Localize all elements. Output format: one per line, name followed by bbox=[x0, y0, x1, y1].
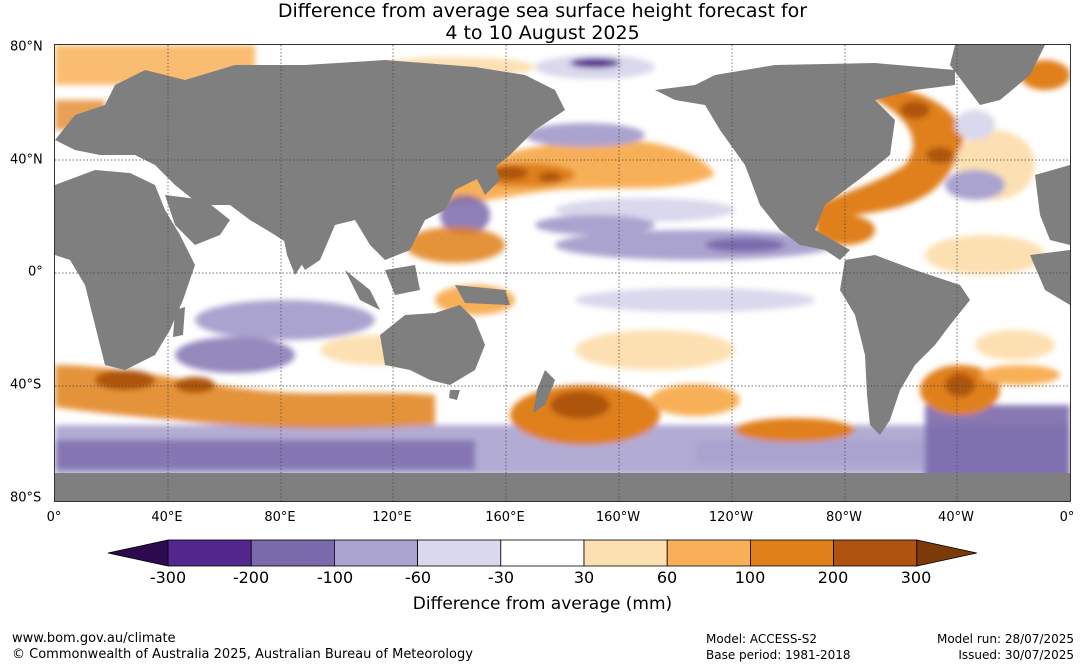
colorbar-segment bbox=[666, 539, 751, 567]
lon-label-160e: 160°E bbox=[485, 510, 525, 525]
colorbar-segment bbox=[167, 539, 252, 567]
colorbar-segment bbox=[500, 539, 585, 567]
colorbar-tick-label: -60 bbox=[404, 568, 432, 587]
eurasia bbox=[55, 60, 565, 270]
colorbar-tick-label: 300 bbox=[900, 568, 932, 587]
antarctica bbox=[55, 473, 1070, 501]
lon-label-40e: 40°E bbox=[151, 510, 183, 525]
lat-label-equator: 0° bbox=[28, 264, 43, 280]
colorbar-title: Difference from average (mm) bbox=[412, 594, 673, 614]
new-guinea bbox=[455, 285, 510, 305]
land-masses bbox=[55, 45, 1070, 501]
lon-label-0: 0° bbox=[46, 510, 62, 525]
model-run-date: Model run: 28/07/2025 bbox=[936, 632, 1074, 646]
africa bbox=[55, 170, 195, 370]
lon-label-40w: 40°W bbox=[938, 510, 974, 525]
website-link[interactable]: www.bom.gov.au/climate bbox=[12, 631, 176, 646]
madagascar bbox=[173, 307, 185, 337]
japan bbox=[475, 163, 500, 195]
lat-label-40s: 40°S bbox=[10, 377, 42, 393]
colorbar-tick-label: 30 bbox=[573, 568, 595, 587]
map-svg bbox=[55, 45, 1070, 501]
borneo bbox=[385, 265, 420, 295]
north-america bbox=[655, 63, 955, 260]
greenland bbox=[950, 45, 1045, 105]
colorbar-arrow-high bbox=[916, 539, 977, 567]
colorbar-tick-label: -100 bbox=[316, 568, 354, 587]
lon-label-80e: 80°E bbox=[264, 510, 296, 525]
lon-label-120w: 120°W bbox=[708, 510, 754, 525]
lon-label-0-right: 0° bbox=[1059, 510, 1075, 525]
new-zealand bbox=[533, 370, 555, 413]
colorbar-segment bbox=[833, 539, 918, 567]
lat-label-80n: 80°N bbox=[10, 39, 43, 55]
lat-label-40n: 40°N bbox=[10, 152, 43, 168]
colorbar-segment bbox=[750, 539, 835, 567]
colorbar-tick-label: 200 bbox=[817, 568, 849, 587]
sea-surface-height-map bbox=[54, 44, 1071, 502]
africa-east bbox=[1030, 250, 1070, 305]
colorbar-tick-label: 100 bbox=[734, 568, 766, 587]
base-period: Base period: 1981-2018 bbox=[706, 648, 851, 662]
map-title-line1: Difference from average sea surface heig… bbox=[277, 0, 808, 22]
lat-label-80s: 80°S bbox=[10, 490, 42, 506]
colorbar-segment bbox=[333, 539, 418, 567]
colorbar-tick-label: -300 bbox=[149, 568, 187, 587]
colorbar-tick-label: -30 bbox=[487, 568, 515, 587]
colorbar-tick-label: 60 bbox=[656, 568, 678, 587]
india bbox=[280, 220, 315, 275]
australia bbox=[380, 305, 485, 385]
lon-label-80w: 80°W bbox=[826, 510, 862, 525]
issued-date: Issued: 30/07/2025 bbox=[958, 648, 1074, 662]
map-title-line2: 4 to 10 August 2025 bbox=[445, 22, 640, 44]
colorbar bbox=[107, 539, 977, 567]
colorbar-segment bbox=[583, 539, 668, 567]
lon-label-120e: 120°E bbox=[372, 510, 412, 525]
colorbar-tick-label: -200 bbox=[232, 568, 270, 587]
copyright-text: © Commonwealth of Australia 2025, Austra… bbox=[12, 647, 473, 662]
colorbar-segment bbox=[250, 539, 335, 567]
anomaly-patches bbox=[55, 45, 1070, 480]
model-name: Model: ACCESS-S2 bbox=[706, 632, 818, 646]
lon-label-160w: 160°W bbox=[595, 510, 641, 525]
arabia bbox=[165, 195, 230, 245]
tasmania bbox=[449, 390, 460, 400]
europe-east bbox=[1035, 165, 1070, 245]
colorbar-segment bbox=[417, 539, 502, 567]
sumatra bbox=[345, 270, 380, 310]
south-america bbox=[840, 255, 970, 435]
colorbar-arrow-low bbox=[107, 539, 169, 567]
graticule bbox=[55, 45, 1070, 501]
